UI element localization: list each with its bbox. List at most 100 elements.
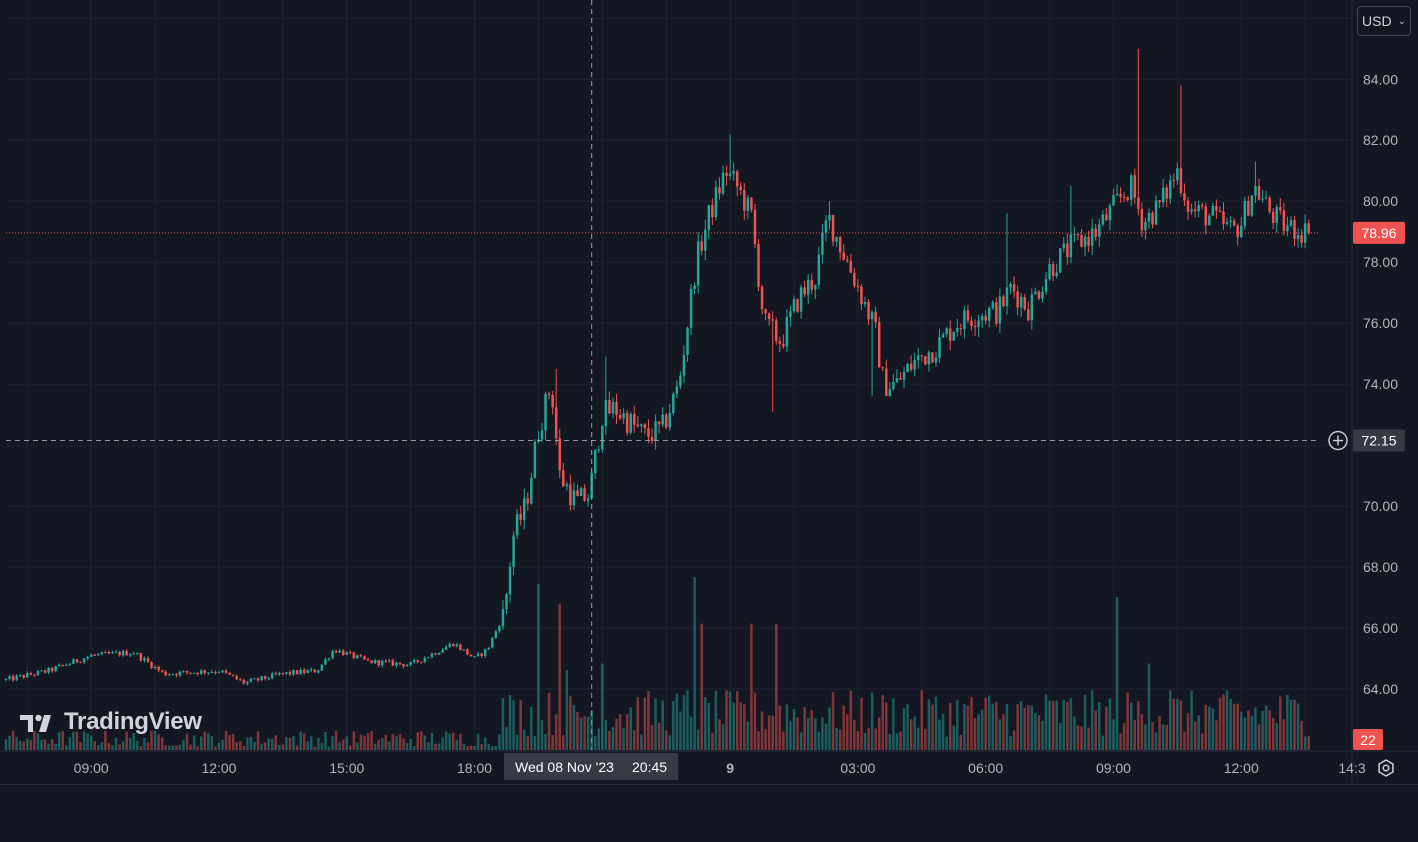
plus-circle-icon[interactable] <box>1328 430 1348 451</box>
candle-body <box>1218 210 1222 212</box>
volume-bar <box>185 733 189 750</box>
volume-bar <box>501 697 505 750</box>
volume-bar <box>1076 725 1080 750</box>
candle-body <box>1108 205 1112 221</box>
candle-body <box>569 484 572 506</box>
candle-body <box>292 670 295 675</box>
candle-body <box>1126 197 1129 200</box>
candle-body <box>1098 224 1101 237</box>
volume-bar <box>952 725 955 750</box>
volume-bar <box>487 743 490 750</box>
candle-body <box>1058 248 1062 273</box>
price-axis[interactable]: 64.0066.0068.0070.0072.0074.0076.0078.00… <box>1363 10 1398 697</box>
candle-body <box>128 654 132 656</box>
candle-body <box>629 413 632 433</box>
candle-body <box>1176 168 1179 181</box>
volume-bar <box>1236 703 1239 750</box>
candle-body <box>1264 197 1268 199</box>
volume-bar <box>1296 703 1300 750</box>
candle-body <box>576 490 579 497</box>
candle-body <box>689 288 693 328</box>
volume-bar <box>363 735 366 750</box>
candle-body <box>522 498 526 520</box>
volume-bar <box>306 741 309 750</box>
tradingview-logo-mark <box>20 714 51 732</box>
candle-body <box>792 299 796 312</box>
candle-body <box>146 658 150 663</box>
candle-body <box>1158 200 1161 203</box>
candle-body <box>980 316 984 321</box>
volume-bar <box>1108 698 1112 750</box>
candle-body <box>427 657 430 659</box>
settings-button[interactable] <box>1374 756 1398 780</box>
candle-body <box>544 393 547 431</box>
volume-bar <box>693 577 696 750</box>
candle-body <box>611 402 615 414</box>
candle-body <box>806 280 810 295</box>
volume-bar <box>551 735 554 750</box>
volume-bar <box>643 697 647 750</box>
candle-body <box>1105 214 1108 221</box>
candle-body <box>469 654 473 657</box>
candle-body <box>1066 243 1069 258</box>
candle-body <box>778 340 782 344</box>
candle-body <box>1144 221 1147 231</box>
candle-body <box>370 660 373 664</box>
candle-body <box>789 311 792 317</box>
time-axis[interactable]: 09:00 12:00 15:00 18:00 9 03:00 06:00 09:00 12:0… <box>74 760 1366 776</box>
volume-bar <box>366 733 370 750</box>
candle-body <box>846 259 849 262</box>
volume-bar <box>441 737 444 750</box>
volume-bar <box>1112 719 1115 750</box>
volume-bar <box>835 728 838 750</box>
volume-bar <box>288 737 292 750</box>
candle-body <box>640 424 643 427</box>
volume-bar <box>924 728 927 750</box>
volume-bar <box>437 743 441 750</box>
candle-body <box>462 649 466 651</box>
candle-body <box>15 675 18 681</box>
candle-body <box>711 205 714 218</box>
candle-body <box>217 672 221 674</box>
candle-body <box>36 670 40 676</box>
tradingview-logo[interactable]: TradingView <box>20 708 202 736</box>
candle-body <box>1286 225 1289 232</box>
volume-bar <box>1098 702 1101 750</box>
time-tick-label: 9 <box>726 760 734 776</box>
volume-bar <box>1190 690 1193 750</box>
volume-bar <box>1179 700 1183 750</box>
volume-bar <box>459 733 462 750</box>
candle-body <box>373 660 377 664</box>
candle-body <box>1165 187 1168 199</box>
candle-body <box>1133 175 1137 198</box>
candle-body <box>139 653 143 661</box>
volume-bar <box>1012 730 1016 750</box>
volume-bar <box>1197 715 1200 750</box>
candle-body <box>1261 198 1264 200</box>
volume-bar <box>991 703 995 750</box>
candle-body <box>377 660 380 666</box>
candle-body <box>821 232 824 255</box>
volume-bar <box>1044 694 1048 750</box>
volume-bar <box>178 744 182 750</box>
volume-bar <box>317 738 320 750</box>
volume-bar <box>480 744 483 750</box>
volume-bar <box>324 731 327 750</box>
volume-bar <box>416 732 419 750</box>
candle-body <box>324 659 327 665</box>
candle-body <box>817 254 821 285</box>
crosshair-price-badge: 72.15 <box>1353 429 1405 452</box>
candle-body <box>764 309 767 314</box>
volume-bar <box>164 745 167 750</box>
volume-bar <box>1279 696 1282 750</box>
currency-selector[interactable]: USD ⌄ <box>1357 6 1411 36</box>
candle-body <box>50 667 54 672</box>
candle-body <box>799 287 803 312</box>
candle-body <box>810 280 813 290</box>
volume-bar <box>65 745 68 750</box>
candle-body <box>228 672 231 675</box>
volume-bar <box>121 741 125 750</box>
volume-bar <box>203 731 207 750</box>
